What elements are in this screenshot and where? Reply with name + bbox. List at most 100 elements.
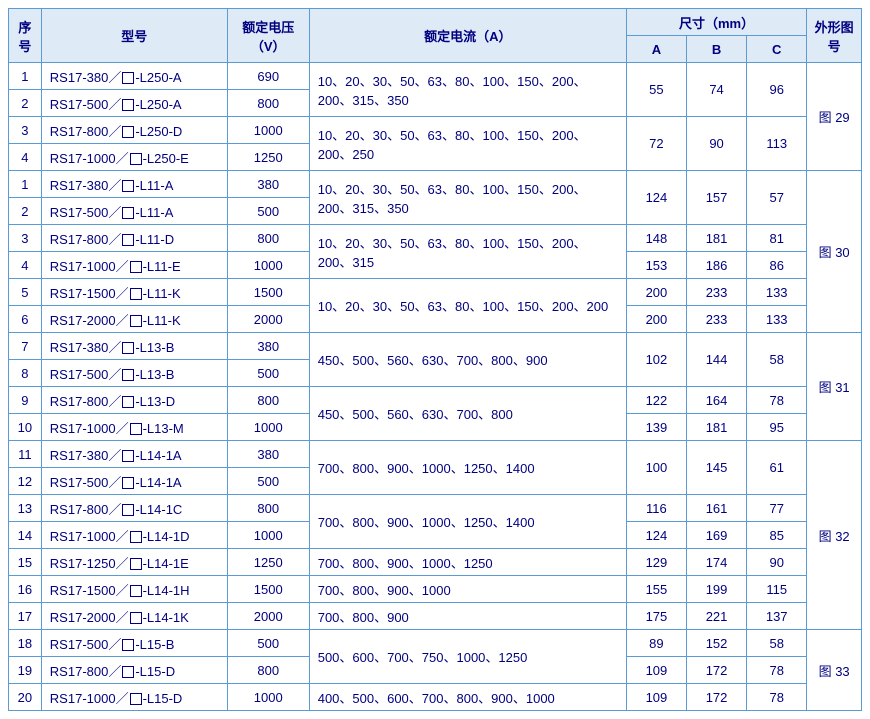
cell-model: RS17-500／-L11-A — [41, 198, 227, 225]
cell-dim-B: 152 — [686, 630, 746, 657]
cell-voltage: 2000 — [227, 306, 309, 333]
cell-dim-C: 95 — [747, 414, 807, 441]
table-row: 13RS17-800／-L14-1C800700、800、900、1000、12… — [9, 495, 862, 522]
cell-current: 10、20、30、50、63、80、100、150、200、200、315、35… — [309, 63, 626, 117]
table-row: 5RS17-1500／-L11-K150010、20、30、50、63、80、1… — [9, 279, 862, 306]
cell-dim-A: 200 — [626, 306, 686, 333]
cell-shape: 图 33 — [807, 630, 862, 711]
cell-dim-A: 102 — [626, 333, 686, 387]
cell-dim-C: 90 — [747, 549, 807, 576]
table-row: 1RS17-380／-L250-A69010、20、30、50、63、80、10… — [9, 63, 862, 90]
cell-dim-B: 181 — [686, 225, 746, 252]
cell-voltage: 800 — [227, 657, 309, 684]
header-B: B — [686, 36, 746, 63]
table-row: 18RS17-500／-L15-B500500、600、700、750、1000… — [9, 630, 862, 657]
cell-dim-B: 172 — [686, 684, 746, 711]
cell-dim-A: 89 — [626, 630, 686, 657]
cell-model: RS17-1500／-L11-K — [41, 279, 227, 306]
header-C: C — [747, 36, 807, 63]
cell-model: RS17-2000／-L11-K — [41, 306, 227, 333]
cell-voltage: 1000 — [227, 684, 309, 711]
cell-seq: 7 — [9, 333, 42, 360]
cell-dim-C: 58 — [747, 630, 807, 657]
cell-model: RS17-500／-L13-B — [41, 360, 227, 387]
cell-shape: 图 31 — [807, 333, 862, 441]
cell-seq: 6 — [9, 306, 42, 333]
cell-voltage: 800 — [227, 495, 309, 522]
cell-voltage: 690 — [227, 63, 309, 90]
cell-seq: 18 — [9, 630, 42, 657]
cell-dim-C: 113 — [747, 117, 807, 171]
cell-dim-C: 85 — [747, 522, 807, 549]
cell-seq: 2 — [9, 198, 42, 225]
cell-voltage: 500 — [227, 630, 309, 657]
header-shape: 外形图号 — [807, 9, 862, 63]
cell-seq: 3 — [9, 225, 42, 252]
cell-seq: 17 — [9, 603, 42, 630]
cell-voltage: 500 — [227, 468, 309, 495]
cell-model: RS17-800／-L13-D — [41, 387, 227, 414]
cell-voltage: 1500 — [227, 576, 309, 603]
cell-seq: 3 — [9, 117, 42, 144]
cell-shape: 图 29 — [807, 63, 862, 171]
table-row: 3RS17-800／-L250-D100010、20、30、50、63、80、1… — [9, 117, 862, 144]
cell-current: 700、800、900、1000 — [309, 576, 626, 603]
spec-table: 序号 型号 额定电压（V） 额定电流（A） 尺寸（mm） 外形图号 A B C … — [8, 8, 862, 711]
cell-seq: 16 — [9, 576, 42, 603]
cell-seq: 5 — [9, 279, 42, 306]
cell-dim-B: 233 — [686, 306, 746, 333]
cell-dim-B: 90 — [686, 117, 746, 171]
cell-dim-A: 124 — [626, 171, 686, 225]
table-row: 16RS17-1500／-L14-1H1500700、800、900、10001… — [9, 576, 862, 603]
header-seq: 序号 — [9, 9, 42, 63]
cell-dim-A: 100 — [626, 441, 686, 495]
cell-seq: 13 — [9, 495, 42, 522]
table-row: 17RS17-2000／-L14-1K2000700、800、900175221… — [9, 603, 862, 630]
cell-current: 10、20、30、50、63、80、100、150、200、200 — [309, 279, 626, 333]
cell-dim-A: 175 — [626, 603, 686, 630]
cell-current: 450、500、560、630、700、800 — [309, 387, 626, 441]
cell-dim-A: 109 — [626, 684, 686, 711]
cell-current: 700、800、900、1000、1250、1400 — [309, 441, 626, 495]
cell-voltage: 800 — [227, 90, 309, 117]
cell-voltage: 1000 — [227, 117, 309, 144]
cell-dim-A: 122 — [626, 387, 686, 414]
cell-dim-B: 161 — [686, 495, 746, 522]
cell-dim-B: 174 — [686, 549, 746, 576]
cell-seq: 15 — [9, 549, 42, 576]
cell-dim-B: 144 — [686, 333, 746, 387]
cell-seq: 8 — [9, 360, 42, 387]
cell-current: 700、800、900 — [309, 603, 626, 630]
cell-model: RS17-500／-L14-1A — [41, 468, 227, 495]
cell-current: 500、600、700、750、1000、1250 — [309, 630, 626, 684]
cell-voltage: 1500 — [227, 279, 309, 306]
cell-dim-A: 116 — [626, 495, 686, 522]
cell-model: RS17-380／-L13-B — [41, 333, 227, 360]
cell-voltage: 2000 — [227, 603, 309, 630]
cell-current: 700、800、900、1000、1250、1400 — [309, 495, 626, 549]
cell-seq: 12 — [9, 468, 42, 495]
cell-model: RS17-800／-L250-D — [41, 117, 227, 144]
cell-voltage: 500 — [227, 198, 309, 225]
table-row: 1RS17-380／-L11-A38010、20、30、50、63、80、100… — [9, 171, 862, 198]
header-voltage: 额定电压（V） — [227, 9, 309, 63]
cell-model: RS17-800／-L15-D — [41, 657, 227, 684]
table-row: 15RS17-1250／-L14-1E1250700、800、900、1000、… — [9, 549, 862, 576]
cell-seq: 4 — [9, 252, 42, 279]
cell-seq: 2 — [9, 90, 42, 117]
cell-voltage: 1250 — [227, 144, 309, 171]
cell-model: RS17-800／-L11-D — [41, 225, 227, 252]
table-row: 20RS17-1000／-L15-D1000400、500、600、700、80… — [9, 684, 862, 711]
cell-dim-B: 181 — [686, 414, 746, 441]
cell-dim-C: 133 — [747, 306, 807, 333]
cell-shape: 图 32 — [807, 441, 862, 630]
cell-voltage: 800 — [227, 225, 309, 252]
cell-current: 10、20、30、50、63、80、100、150、200、200、250 — [309, 117, 626, 171]
cell-dim-A: 55 — [626, 63, 686, 117]
cell-current: 10、20、30、50、63、80、100、150、200、200、315 — [309, 225, 626, 279]
cell-voltage: 380 — [227, 441, 309, 468]
cell-model: RS17-380／-L250-A — [41, 63, 227, 90]
cell-seq: 14 — [9, 522, 42, 549]
table-row: 11RS17-380／-L14-1A380700、800、900、1000、12… — [9, 441, 862, 468]
cell-dim-B: 186 — [686, 252, 746, 279]
